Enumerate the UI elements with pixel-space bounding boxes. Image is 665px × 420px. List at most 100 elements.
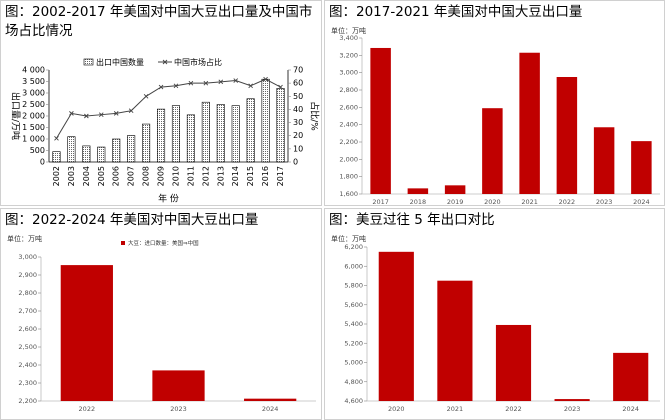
bar: [556, 77, 578, 194]
y2-tick-label: 30: [293, 118, 303, 127]
bar: [52, 151, 61, 163]
y-tick-label: 6,200: [344, 243, 363, 251]
chart-panel: 2,200 2,300 2,400 2,500 2,600 2,700 2,800 2,900…: [0, 208, 322, 420]
bar: [156, 108, 166, 163]
chart: 1,600 1,800 2,000 2,200 2,400 2,600 2,800 3,000…: [331, 26, 660, 206]
x-tick-label: 2020: [388, 405, 405, 413]
x-tick-label: 2017: [276, 166, 285, 186]
y-tick-label: 1 000: [22, 135, 45, 144]
bar: [276, 88, 285, 163]
y-tick-label: 2,400: [339, 121, 358, 129]
chart-title: 图：2002-2017 年美国对中国大豆出口量及中国市场占比情况: [5, 4, 313, 39]
line-marker: [54, 136, 59, 141]
line-marker: [218, 79, 224, 85]
y-tick-label: 3,000: [18, 253, 37, 261]
y-tick-label: 2,000: [339, 155, 358, 163]
y2-tick-label: 40: [293, 105, 303, 114]
x-tick-label: 2023: [170, 405, 187, 413]
line-marker: [248, 83, 253, 89]
chart: 0 500 1 000 1 500 2 000 2 500 3 000 3 500 4 000 0…: [10, 57, 321, 205]
bar: [60, 265, 113, 401]
x-tick-label: 2012: [201, 166, 210, 186]
bar: [437, 280, 473, 401]
chart-panel: 4,600 4,800 5,000 5,200 5,400 5,600 5,800 6,000…: [324, 208, 665, 420]
bar: [231, 105, 240, 163]
unit-label: 单位：万吨: [331, 26, 366, 35]
x-tick-label: 2016: [261, 166, 270, 186]
y-tick-label: 5,200: [344, 339, 363, 347]
bar: [554, 399, 590, 401]
x-tick-label: 2002: [52, 166, 61, 186]
line-marker: [113, 111, 119, 116]
bar: [613, 352, 649, 401]
legend-label: 中国市场占比: [174, 57, 222, 67]
x-tick-label: 2024: [622, 405, 639, 413]
y2-tick-label: 20: [293, 131, 303, 140]
y-tick-label: 1 500: [22, 123, 45, 132]
y-tick-label: 3,200: [339, 51, 358, 59]
bar: [261, 78, 270, 163]
bar: [67, 136, 76, 163]
y-axis-label: 出口量/万吨: [10, 92, 22, 140]
bar: [246, 98, 255, 163]
bar: [97, 146, 106, 163]
legend-label: 出口中国数量: [96, 57, 144, 67]
x-tick-label: 2017: [372, 198, 389, 206]
chart-panel: 0 500 1 000 1 500 2 000 2 500 3 000 3 500 4 000 0…: [0, 0, 322, 206]
bar: [593, 127, 615, 194]
y-tick-label: 3 500: [22, 77, 45, 86]
x-tick-label: 2011: [186, 166, 195, 186]
y-tick-label: 500: [30, 146, 45, 155]
y-tick-label: 2,400: [18, 361, 37, 369]
unit-label: 单位：万吨: [7, 234, 42, 243]
y-tick-label: 2,200: [339, 138, 358, 146]
x-tick-label: 2021: [521, 198, 538, 206]
x-tick-label: 2023: [564, 405, 581, 413]
x-tick-label: 2005: [97, 166, 106, 186]
line-marker: [84, 113, 89, 119]
x-tick-label: 2023: [596, 198, 613, 206]
y-tick-label: 2,900: [18, 271, 37, 279]
line-marker: [188, 80, 194, 86]
legend-swatch: [158, 59, 172, 65]
line-marker: [69, 111, 74, 116]
x-tick-label: 2006: [112, 166, 121, 186]
y2-tick-label: 50: [293, 92, 303, 101]
x-tick-label: 2009: [157, 166, 166, 186]
bar: [370, 47, 391, 194]
y-tick-label: 5,000: [344, 359, 363, 367]
chart-title: 图：2017-2021 年美国对中国大豆出口量: [329, 4, 583, 20]
bar: [378, 251, 414, 401]
line-marker: [98, 112, 104, 118]
x-tick-label: 2014: [231, 166, 240, 186]
y-tick-label: 0: [40, 158, 45, 167]
line-marker: [203, 80, 209, 86]
bar: [631, 141, 652, 194]
chart: 4,600 4,800 5,000 5,200 5,400 5,600 5,800 6,000…: [331, 234, 660, 413]
y-tick-label: 1,600: [339, 190, 358, 198]
y-tick-label: 3 000: [22, 89, 45, 98]
bar: [244, 398, 297, 401]
bar: [216, 104, 225, 163]
y-tick-label: 2,300: [18, 379, 37, 387]
line-marker: [128, 108, 134, 114]
x-tick-label: 2018: [410, 198, 427, 206]
bar: [82, 145, 91, 163]
x-tick-label: 2022: [79, 405, 96, 413]
chart-title: 图：美豆过往 5 年出口对比: [329, 212, 495, 228]
x-tick-label: 2004: [82, 166, 91, 186]
x-tick-label: 2024: [262, 405, 279, 413]
bar: [444, 185, 466, 194]
legend-swatch: [83, 58, 94, 66]
x-tick-label: 2024: [633, 198, 650, 206]
x-tick-label: 2003: [67, 166, 76, 186]
y2-tick-label: 10: [293, 144, 303, 153]
bar: [407, 188, 429, 194]
y2-tick-label: 60: [293, 79, 303, 88]
y-tick-label: 4 000: [22, 66, 45, 75]
bar: [201, 101, 210, 163]
legend-label: 大豆：进口数量：美国⇒中国: [128, 239, 199, 247]
x-tick-label: 2021: [447, 405, 464, 413]
chart: 2,200 2,300 2,400 2,500 2,600 2,700 2,800 2,900…: [7, 234, 316, 413]
